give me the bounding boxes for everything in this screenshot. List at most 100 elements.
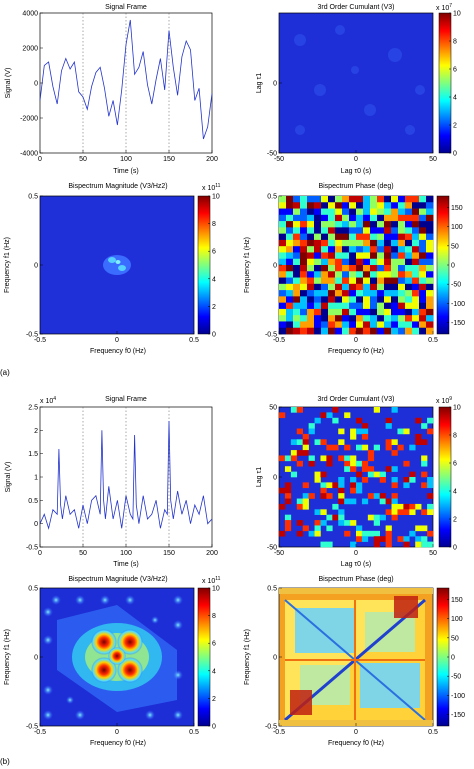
heatmap-cell [427, 530, 434, 537]
heatmap-cell [286, 258, 294, 266]
colorbar-tick-label: 8 [453, 39, 457, 46]
heatmap-cell [338, 455, 345, 462]
heatmap-cell [314, 321, 322, 329]
heatmap-cell [328, 202, 336, 209]
heatmap-cell [367, 471, 375, 478]
heatmap-cell [405, 327, 413, 335]
heatmap-cell [290, 450, 298, 456]
a-bispectrum-ticks: -0.5 0 0.5 -0.5 0 0.5 0 2 4 6 8 10 [26, 194, 220, 345]
heatmap-cell [421, 525, 428, 532]
heatmap-cell [391, 239, 399, 247]
y-tick-label: 50 [269, 405, 277, 412]
heatmap-cell [296, 503, 303, 510]
b-signal-grid [82, 407, 170, 547]
heatmap-cell [284, 455, 292, 462]
x-tick-label: -50 [274, 156, 284, 163]
heatmap-cell [342, 271, 350, 278]
heatmap-cell [286, 308, 294, 316]
heatmap-cell [286, 327, 294, 335]
heatmap-cell [314, 271, 322, 278]
heatmap-cell [296, 460, 303, 467]
heatmap-cell [427, 493, 434, 499]
heatmap-cell [302, 503, 309, 510]
heatmap-cell [300, 246, 308, 253]
heatmap-cell [409, 444, 416, 451]
heatmap-cell [314, 202, 322, 209]
heatmap-cell [328, 308, 336, 316]
heatmap-cell [349, 321, 357, 329]
x-tick-label: -0.5 [34, 337, 46, 344]
colorbar-tick-label: 6 [453, 461, 457, 468]
heatmap-cell [427, 509, 434, 515]
x-tick-label: 0.5 [189, 729, 199, 736]
heatmap-cell [328, 227, 336, 234]
heatmap-cell [361, 423, 369, 429]
heatmap-cell [391, 233, 399, 241]
heatmap-cell [300, 315, 308, 322]
heatmap-cell [349, 271, 357, 278]
heatmap-cell [335, 221, 343, 228]
heatmap-cell [377, 252, 385, 260]
heatmap-cell [391, 214, 399, 222]
heatmap-cell [344, 444, 351, 451]
heatmap-cell [398, 308, 406, 316]
heatmap-cell [286, 214, 294, 222]
heatmap-cell [293, 271, 301, 278]
heatmap-cell [426, 277, 434, 285]
heatmap-cell [363, 221, 371, 228]
heatmap-cell [412, 208, 420, 216]
heatmap-cell [370, 239, 378, 247]
heatmap-cell [293, 308, 301, 316]
a-phase-title: Bispectrum Phase (deg) [318, 183, 393, 190]
heatmap-cell [307, 233, 315, 241]
heatmap-cell [363, 271, 371, 278]
heatmap-cell [286, 265, 294, 272]
heatmap-cell [385, 466, 392, 472]
heatmap-cell [332, 444, 339, 451]
heatmap-cell [335, 246, 343, 253]
heatmap-cell [356, 428, 363, 435]
heatmap-cell [307, 202, 315, 209]
heatmap-cell [397, 509, 404, 515]
heatmap-cell [384, 221, 392, 228]
heatmap-cell [338, 439, 345, 445]
heatmap-cell [342, 321, 350, 329]
heatmap-cell [419, 239, 427, 247]
a-cumulant-cb-exponent: x 107 [436, 3, 452, 12]
heatmap-cell [377, 227, 385, 234]
heatmap-cell [361, 466, 369, 472]
heatmap-cell [321, 227, 329, 234]
heatmap-cell [314, 233, 322, 241]
heatmap-cell [384, 202, 392, 209]
a-phase-noise [279, 196, 434, 335]
heatmap-cell [384, 258, 392, 266]
heatmap-cell [307, 214, 315, 222]
heatmap-cell [307, 208, 315, 216]
heatmap-cell [314, 214, 322, 222]
a-bispectrum-title: Bispectrum Magnitude (V3/Hz2) [68, 183, 167, 190]
heatmap-cell [384, 290, 392, 297]
y-tick-label: -50 [267, 545, 277, 552]
heatmap-cell [342, 290, 350, 297]
heatmap-cell [286, 196, 294, 203]
heatmap-cell [367, 530, 375, 537]
heatmap-cell [426, 321, 434, 329]
x-tick-label: 0 [115, 729, 119, 736]
heatmap-cell [363, 202, 371, 209]
heatmap-cell [363, 214, 371, 222]
heatmap-cell [335, 321, 343, 329]
heatmap-cell [377, 277, 385, 285]
y-tick-label: 2000 [22, 46, 38, 53]
y-tick-label: -0.5 [26, 332, 38, 339]
a-bispectrum-panel: Bispectrum Magnitude (V3/Hz2) x 1011 -0.… [4, 183, 221, 355]
heatmap-cell [296, 530, 303, 537]
heatmap-cell [367, 466, 375, 472]
heatmap-cell [342, 265, 350, 272]
heatmap-cell [279, 290, 287, 297]
colorbar-tick-label: 10 [453, 11, 461, 18]
heatmap-cell [332, 407, 339, 413]
heatmap-cell [370, 327, 378, 335]
heatmap-cell [370, 208, 378, 216]
heatmap-cell [342, 277, 350, 285]
heatmap-cell [379, 493, 386, 499]
